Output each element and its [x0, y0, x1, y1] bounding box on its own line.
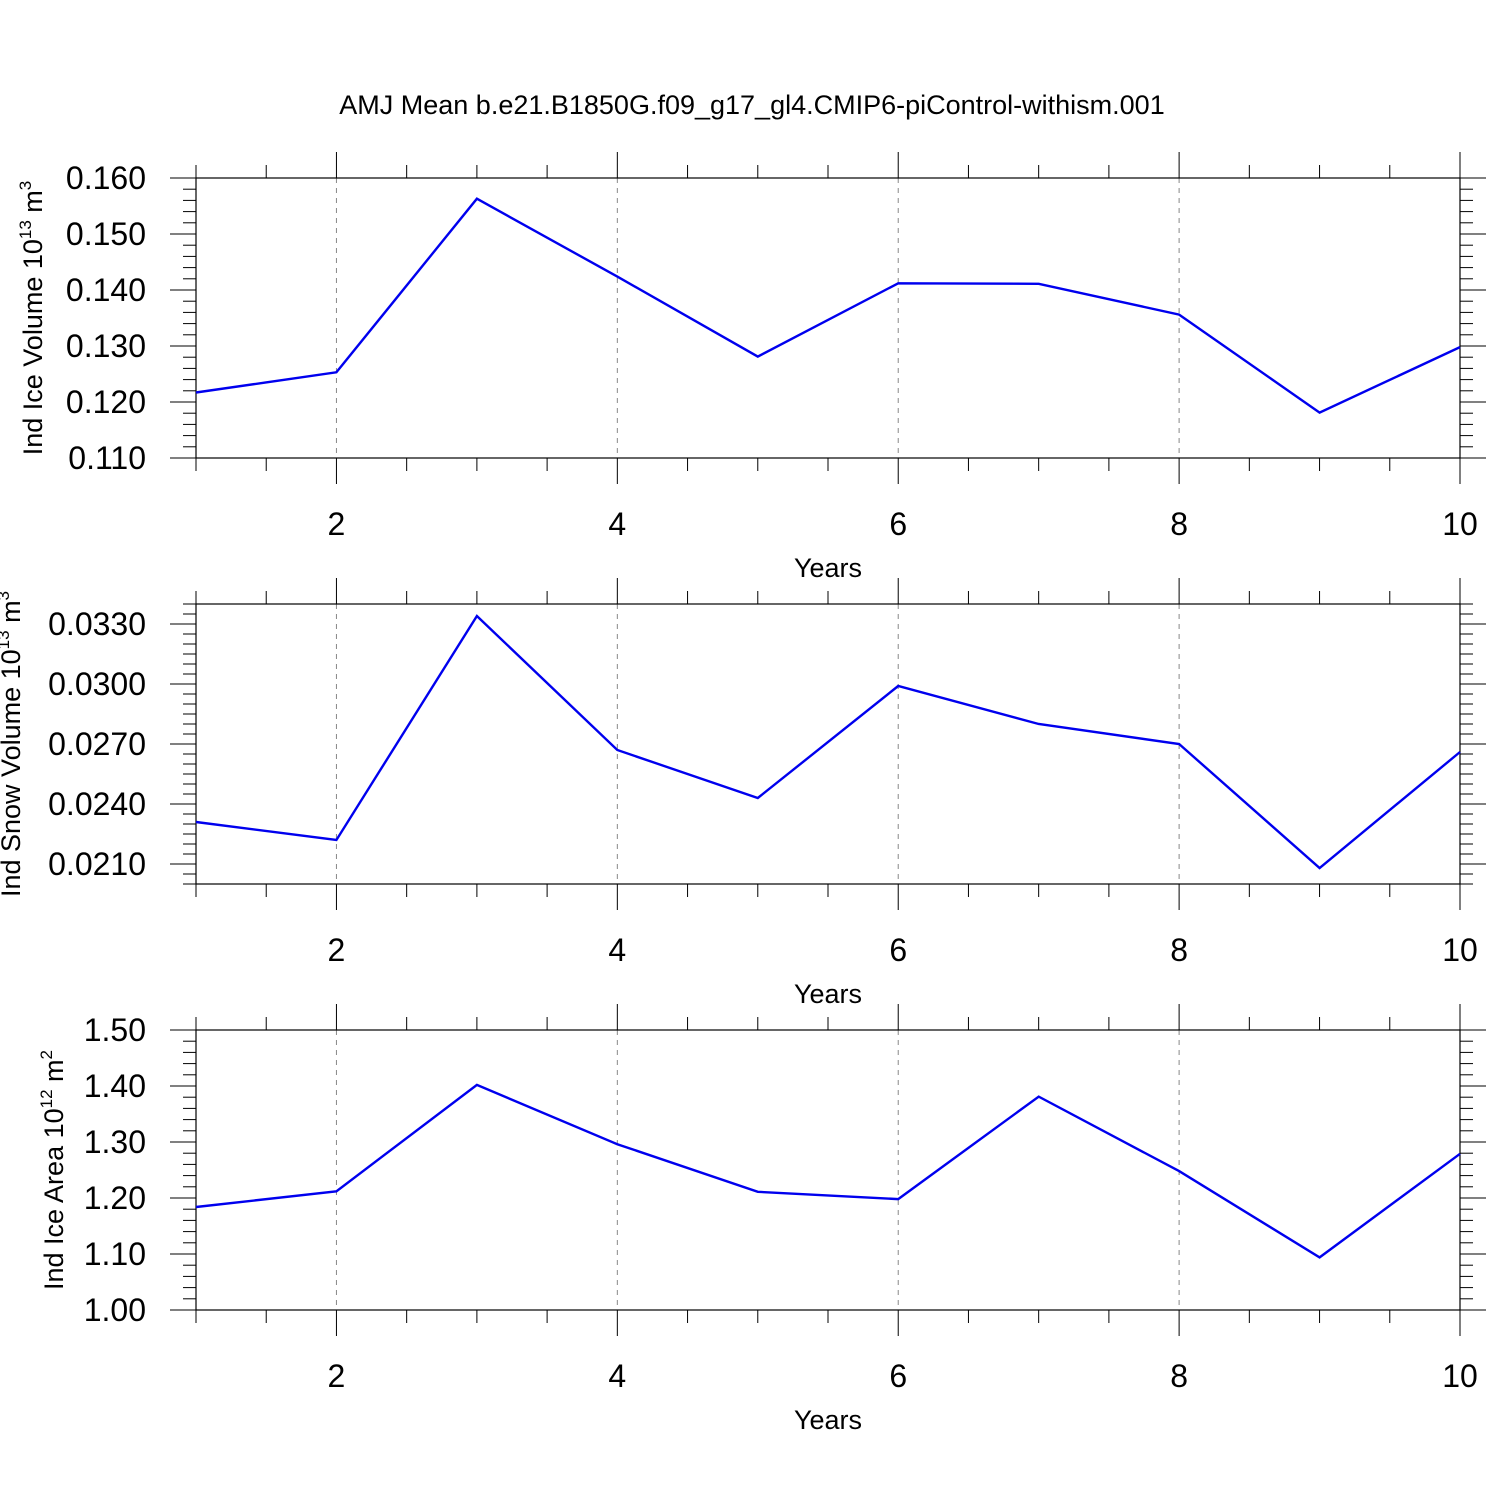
x-tick-label: 10 [1442, 1358, 1478, 1394]
y-axis-label-unit: m [0, 600, 26, 630]
y-tick-label: 1.00 [84, 1292, 146, 1328]
series-line-1 [195, 197, 1461, 414]
series-line-1 [195, 614, 1461, 870]
plot-frame [195, 603, 1461, 885]
y-tick-label: 0.0270 [48, 726, 146, 762]
y-tick-label: 1.40 [84, 1068, 146, 1104]
y-tick-label: 0.120 [66, 384, 146, 420]
series-line-1 [195, 1083, 1461, 1259]
y-axis-label-text: Ind Ice Area 10 [39, 1108, 69, 1290]
y-axis-label-exponent: 13 [16, 220, 35, 239]
x-tick-label: 4 [608, 1358, 626, 1394]
y-axis-label-exponent: 13 [0, 630, 13, 649]
panel-2: 2 4 6 8 10 0.0210 0.0240 0.0270 0.0300 0.0330 Ind … [0, 578, 1486, 1009]
y-axis-label-unit-exponent: 3 [0, 591, 13, 600]
y-axis-label-unit-exponent: 3 [16, 181, 35, 190]
x-tick-label: 10 [1442, 932, 1478, 968]
y-axis-label-unit: m [18, 190, 48, 220]
y-axis-label-unit: m [39, 1059, 69, 1089]
y-tick-label: 1.10 [84, 1236, 146, 1272]
y-axis-label-text: Ind Snow Volume 10 [0, 649, 26, 897]
x-tick-label: 6 [889, 1358, 907, 1394]
y-tick-label: 1.20 [84, 1180, 146, 1216]
plot-frame [195, 177, 1461, 459]
x-tick-label: 2 [328, 506, 346, 542]
y-axis-label-text: Ind Ice Volume 10 [18, 239, 48, 455]
x-tick-label: 8 [1170, 932, 1188, 968]
x-tick-label: 8 [1170, 1358, 1188, 1394]
y-tick-label: 0.130 [66, 328, 146, 364]
panel-3: 2 4 6 8 10 1.00 1.10 1.20 1.30 1.40 1.50 Ind Ice Ar… [37, 1004, 1486, 1435]
y-tick-label: 0.0240 [48, 786, 146, 822]
x-tick-label: 10 [1442, 506, 1478, 542]
y-tick-label: 1.50 [84, 1012, 146, 1048]
y-tick-label: 0.150 [66, 216, 146, 252]
y-tick-label: 0.0210 [48, 846, 146, 882]
x-tick-label: 2 [328, 1358, 346, 1394]
x-axis-label: Years [794, 553, 862, 583]
x-axis-label: Years [794, 979, 862, 1009]
x-axis-label: Years [794, 1405, 862, 1435]
y-axis-label: Ind Ice Volume 1013 m3 [16, 181, 48, 456]
y-axis-label-exponent: 12 [37, 1089, 56, 1108]
x-tick-label: 6 [889, 932, 907, 968]
y-tick-label: 0.0330 [48, 606, 146, 642]
y-tick-label: 0.140 [66, 272, 146, 308]
y-tick-label: 1.30 [84, 1124, 146, 1160]
panel-1: 2 4 6 8 10 0.110 0.120 0.130 0.140 0.150 0.160 Ind … [16, 152, 1486, 583]
x-tick-label: 4 [608, 932, 626, 968]
plot-frame [195, 1029, 1461, 1311]
y-axis-label: Ind Snow Volume 1013 m3 [0, 591, 26, 897]
y-axis-label-unit-exponent: 2 [37, 1050, 56, 1059]
x-tick-label: 2 [328, 932, 346, 968]
y-tick-label: 0.0300 [48, 666, 146, 702]
x-tick-label: 4 [608, 506, 626, 542]
x-tick-label: 6 [889, 506, 907, 542]
chart-title: AMJ Mean b.e21.B1850G.f09_g17_gl4.CMIP6-… [339, 90, 1164, 120]
x-tick-label: 8 [1170, 506, 1188, 542]
y-tick-label: 0.160 [66, 160, 146, 196]
y-axis-label: Ind Ice Area 1012 m2 [37, 1050, 69, 1290]
y-tick-label: 0.110 [68, 440, 146, 476]
